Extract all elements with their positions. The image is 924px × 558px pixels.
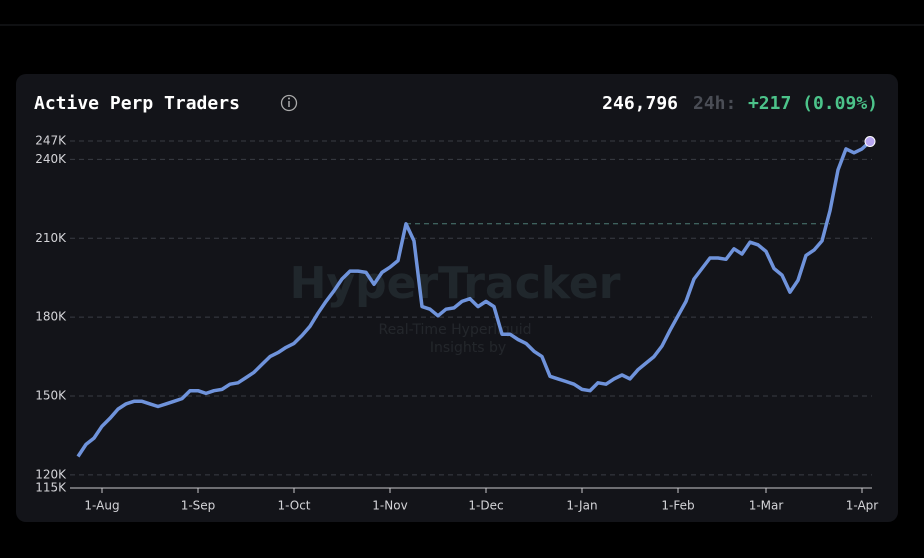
period-label: 24h: <box>693 93 736 114</box>
watermark: HyperTracker Real-Time Hyperliquid Insig… <box>290 258 621 356</box>
watermark-line: Insights by <box>430 340 506 356</box>
x-tick-label: 1-Aug <box>84 499 119 513</box>
watermark-brand: HyperTracker <box>290 258 621 309</box>
x-tick-label: 1-Jan <box>566 499 597 513</box>
y-tick-label: 120K <box>35 467 67 481</box>
x-tick-label: 1-Feb <box>661 499 694 513</box>
x-tick-label: 1-Dec <box>468 499 503 513</box>
y-tick-label: 247K <box>35 134 67 148</box>
x-tick-label: 1-Nov <box>372 499 407 513</box>
y-tick-label: 115K <box>35 481 67 495</box>
x-tick-label: 1-Apr <box>846 499 879 513</box>
card <box>16 74 898 522</box>
info-icon[interactable] <box>280 94 298 112</box>
y-tick-label: 240K <box>35 152 67 166</box>
series-line <box>76 140 872 458</box>
current-value: 246,796 <box>602 93 678 114</box>
y-tick-label: 210K <box>35 231 67 245</box>
x-tick-label: 1-Sep <box>181 499 216 513</box>
hover-point <box>864 136 876 148</box>
y-tick-label: 180K <box>35 310 67 324</box>
x-tick-label: 1-Oct <box>277 499 310 513</box>
watermark-line: Real-Time Hyperliquid <box>378 322 531 338</box>
chart-title: Active Perp Traders <box>34 93 240 114</box>
x-tick-label: 1-Mar <box>749 499 784 513</box>
change-value: +217 (0.09%) <box>748 93 878 114</box>
y-tick-label: 150K <box>35 388 67 402</box>
